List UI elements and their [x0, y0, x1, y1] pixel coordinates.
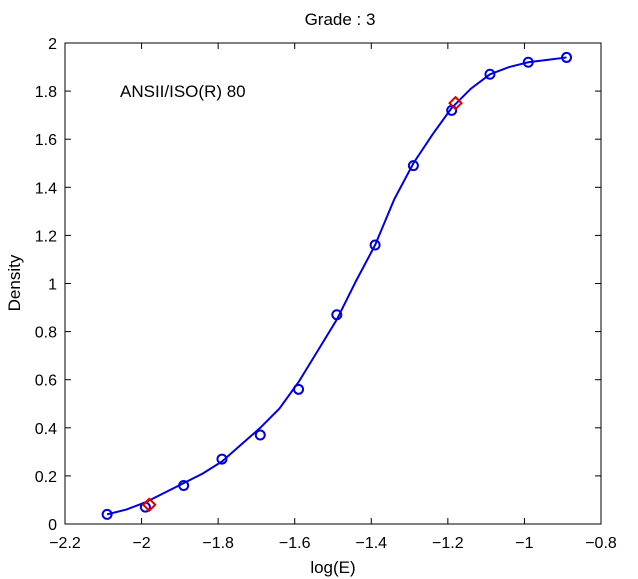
- data-point: [331, 309, 343, 321]
- chart-title: Grade : 3: [305, 10, 376, 29]
- y-axis: 0 0.2 0.4 0.6 0.8 1 1.2 1.4 1.6 1.8 2: [35, 36, 601, 534]
- x-tick-label: −1.6: [279, 535, 311, 552]
- data-point: [216, 453, 228, 465]
- data-point: [484, 68, 496, 80]
- data-point: [407, 160, 419, 172]
- x-tick-label: −0.8: [585, 535, 617, 552]
- y-axis-label: Density: [5, 254, 24, 311]
- highlight-markers: [141, 95, 463, 513]
- y-tick-label: 0.4: [35, 421, 57, 438]
- data-point: [293, 383, 305, 395]
- y-tick-label: 1.4: [35, 180, 57, 197]
- plot-area: [64, 42, 602, 525]
- data-point: [522, 56, 534, 68]
- y-tick-label: 1.2: [35, 228, 57, 245]
- diamond-marker: [448, 95, 463, 111]
- x-tick-label: −1: [515, 535, 533, 552]
- y-tick-label: 0.8: [35, 325, 57, 342]
- data-point: [561, 51, 573, 63]
- x-tick-label: −1.2: [432, 535, 464, 552]
- y-tick-label: 0.6: [35, 373, 57, 390]
- x-tick-label: −1.4: [355, 535, 387, 552]
- data-point: [254, 429, 266, 441]
- y-tick-label: 0.2: [35, 469, 57, 486]
- data-point: [101, 508, 113, 520]
- y-tick-label: 1.8: [35, 84, 57, 101]
- x-axis: −2.2 −2 −1.8 −1.6 −1.4 −1.2 −1 −0.8: [49, 43, 617, 552]
- y-tick-label: 1: [48, 277, 57, 294]
- data-points: [101, 51, 573, 520]
- annotation-text: ANSII/ISO(R) 80: [120, 82, 246, 101]
- x-axis-label: log(E): [310, 558, 355, 577]
- y-tick-label: 1.6: [35, 132, 57, 149]
- diamond-marker: [141, 497, 157, 513]
- fit-curve-line: [106, 56, 567, 516]
- data-point: [369, 239, 381, 251]
- x-tick-label: −2.2: [49, 535, 81, 552]
- data-point: [178, 480, 190, 492]
- x-tick-label: −2: [132, 535, 150, 552]
- x-tick-label: −1.8: [202, 535, 234, 552]
- y-tick-label: 0: [48, 517, 57, 534]
- y-tick-label: 2: [48, 36, 57, 53]
